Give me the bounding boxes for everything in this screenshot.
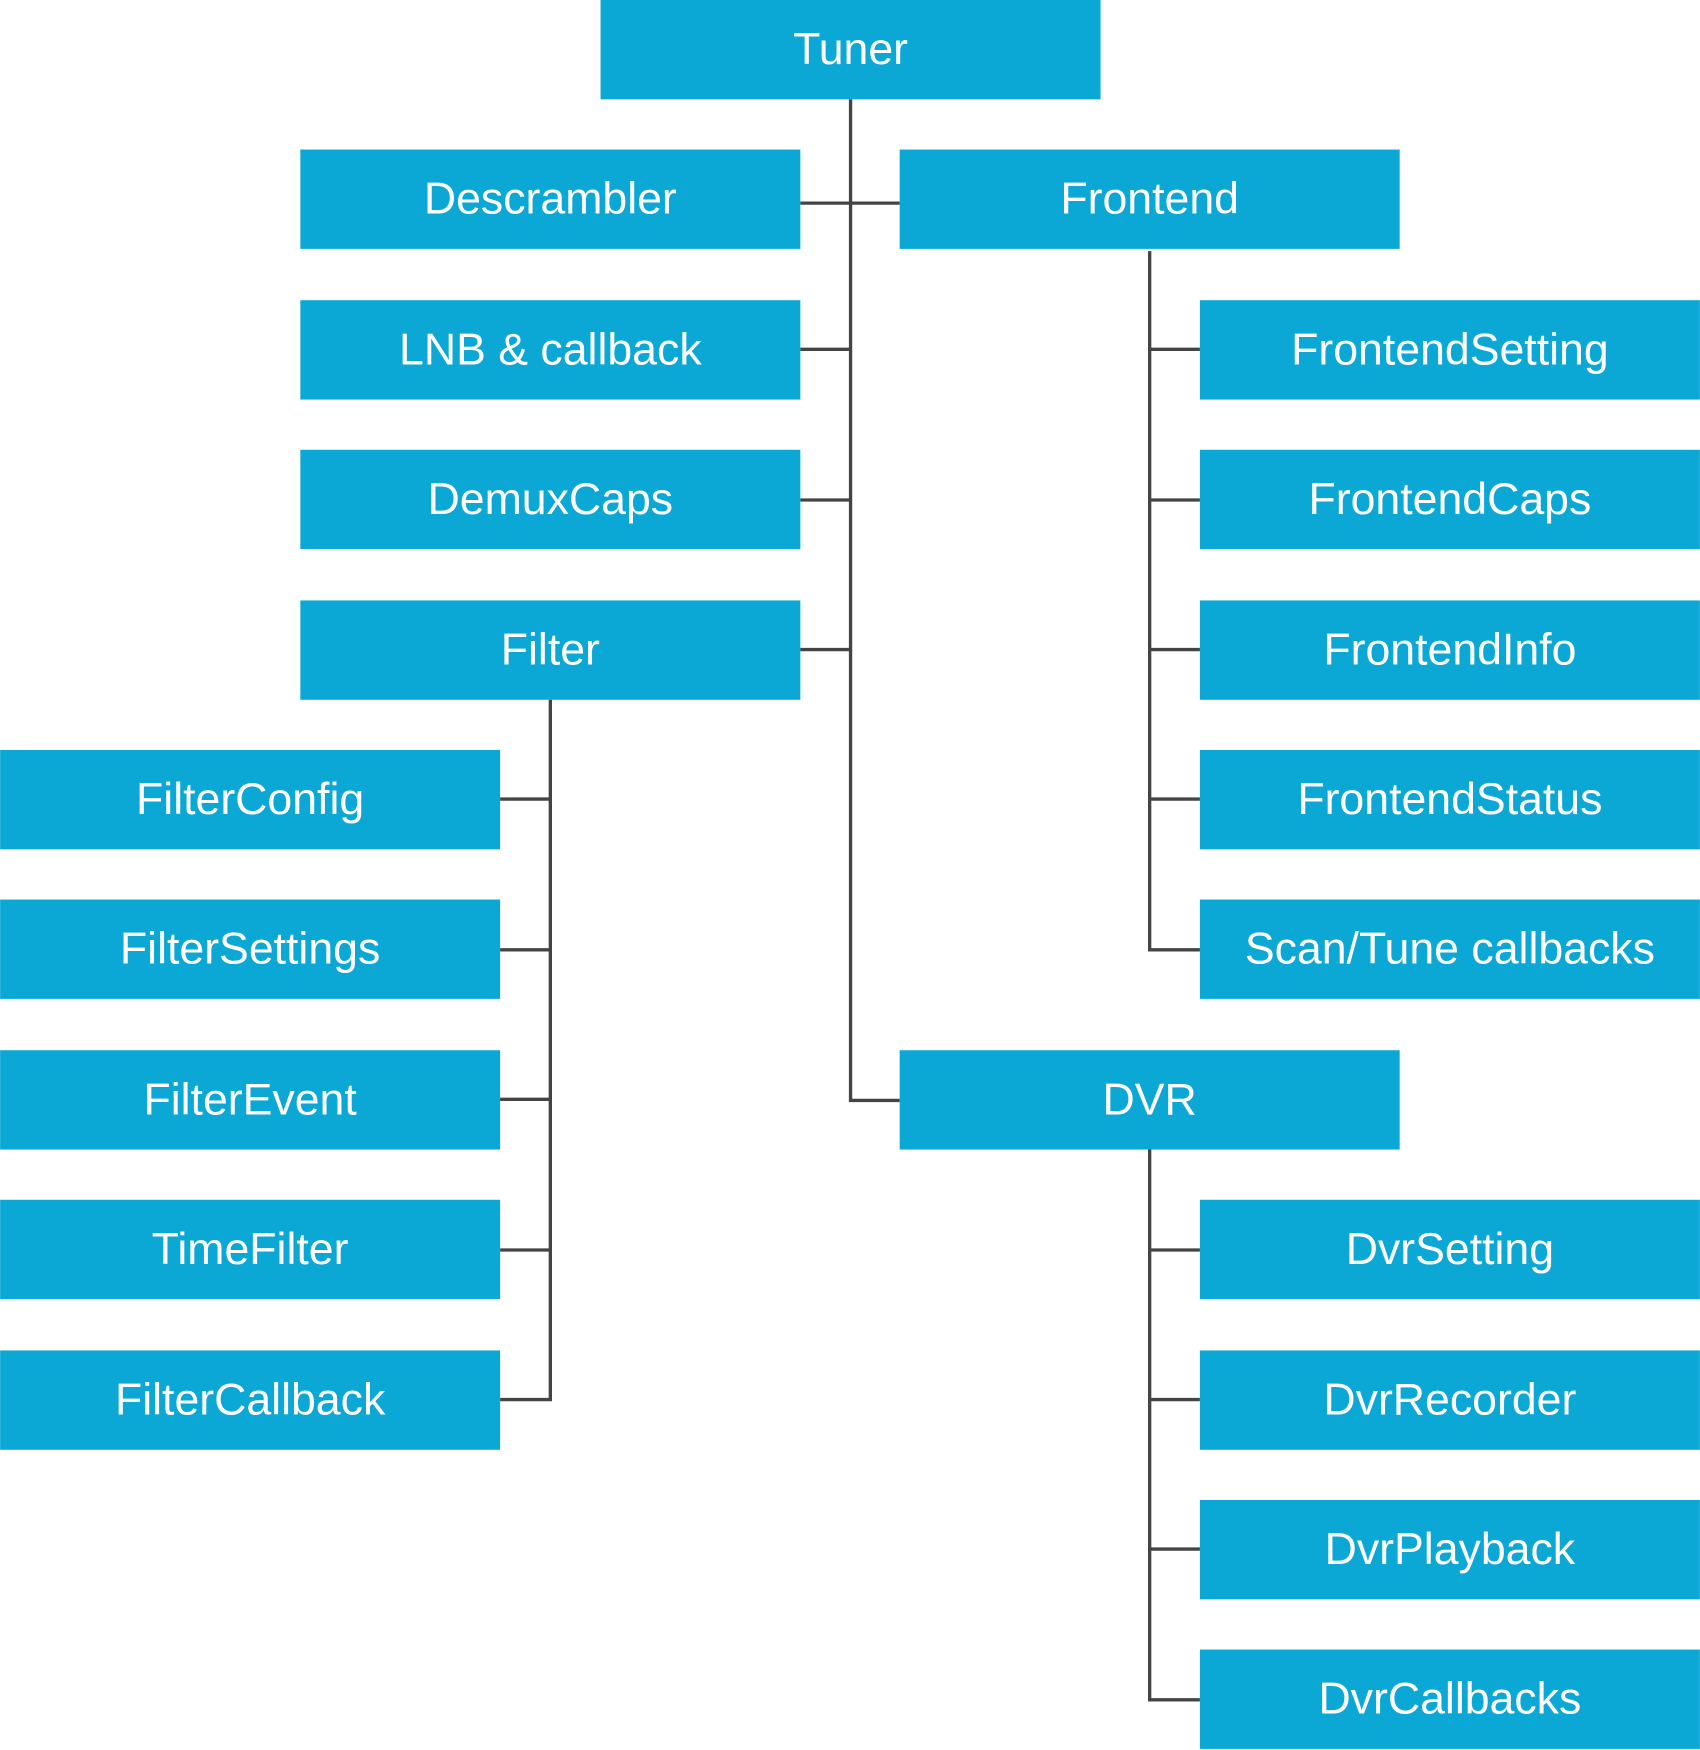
connector [1147, 251, 1200, 952]
node: DvrCallbacks [1199, 1649, 1700, 1749]
node-box [1199, 300, 1700, 400]
node-box [1199, 1350, 1700, 1450]
node-label: FilterSettings [120, 925, 380, 974]
node-box [1199, 899, 1700, 999]
node-box [0, 1350, 501, 1450]
node-label: Frontend [1060, 175, 1239, 224]
node: FilterCallback [0, 1350, 501, 1450]
connectors [500, 99, 1200, 1702]
node: DvrRecorder [1199, 1350, 1700, 1450]
node-label: FrontendInfo [1323, 626, 1576, 675]
node: DemuxCaps [300, 449, 801, 550]
node: FilterSettings [0, 899, 501, 999]
node-box [899, 149, 1400, 249]
connector [848, 99, 900, 1103]
node-label: FrontendCaps [1308, 475, 1591, 524]
node-box [300, 300, 801, 400]
node: Scan/Tune callbacks [1199, 899, 1700, 999]
node: DvrPlayback [1199, 1500, 1700, 1600]
connector [1147, 1149, 1200, 1702]
node: TimeFilter [0, 1199, 501, 1300]
node-label: DvrPlayback [1325, 1525, 1576, 1574]
node-label: DemuxCaps [428, 475, 674, 524]
node-label: Scan/Tune callbacks [1245, 925, 1655, 974]
node-label: TimeFilter [152, 1225, 349, 1274]
node-label: FilterEvent [143, 1075, 357, 1124]
node-box [1199, 1500, 1700, 1600]
node-label: FrontendStatus [1297, 775, 1602, 824]
node-label: Descrambler [424, 175, 677, 224]
node: LNB & callback [300, 300, 801, 400]
node-label: FilterCallback [115, 1376, 386, 1425]
node: Frontend [899, 149, 1400, 249]
node-box [1199, 750, 1700, 850]
node: Tuner [600, 0, 1101, 100]
node-label: DVR [1103, 1075, 1197, 1124]
node-label: Tuner [793, 25, 908, 74]
node-label: DvrSetting [1346, 1225, 1554, 1274]
node-label: Filter [501, 626, 600, 675]
node: FilterConfig [0, 750, 501, 850]
node-label: FrontendSetting [1291, 325, 1609, 374]
node-label: DvrRecorder [1323, 1376, 1576, 1425]
node-box [1199, 1199, 1700, 1300]
node: DvrSetting [1199, 1199, 1700, 1300]
node: FrontendInfo [1199, 600, 1700, 700]
node-box [1199, 1649, 1700, 1749]
node: FrontendStatus [1199, 750, 1700, 850]
node-box [899, 1050, 1400, 1150]
node: Descrambler [300, 149, 801, 249]
node-box [300, 600, 801, 700]
connector [500, 699, 553, 1402]
node-label: DvrCallbacks [1318, 1675, 1581, 1724]
node-label: FilterConfig [136, 775, 364, 824]
node-label: LNB & callback [399, 325, 702, 374]
node-box [1199, 449, 1700, 550]
node-box [600, 0, 1101, 100]
node-box [0, 1199, 501, 1300]
node: Filter [300, 600, 801, 700]
node-box [300, 149, 801, 249]
node: DVR [899, 1050, 1400, 1150]
node-box [0, 899, 501, 999]
node: FrontendSetting [1199, 300, 1700, 400]
connector [800, 347, 851, 652]
node-box [0, 1050, 501, 1150]
node-box [1199, 600, 1700, 700]
node: FilterEvent [0, 1050, 501, 1150]
node: FrontendCaps [1199, 449, 1700, 550]
node-box [0, 750, 501, 850]
node-box [300, 449, 801, 550]
